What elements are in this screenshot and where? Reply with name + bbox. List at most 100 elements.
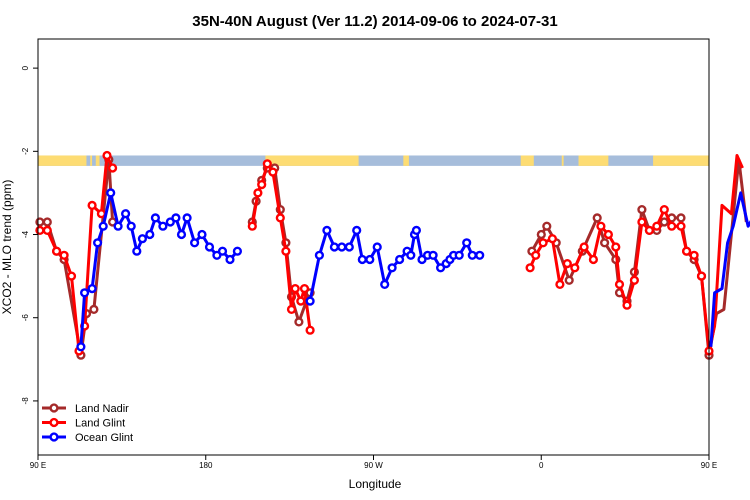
data-point: [296, 296, 306, 306]
data-point: [365, 254, 375, 265]
data-point: [579, 242, 589, 252]
x-tick-label: 90 E: [701, 461, 717, 470]
series-line: [39, 154, 114, 353]
data-point: [428, 250, 438, 260]
x-tick-label: 0: [539, 461, 544, 470]
data-point: [387, 263, 397, 273]
data-point: [294, 317, 304, 327]
data-point: [652, 221, 662, 231]
data-point: [126, 221, 136, 231]
x-tick-label: 180: [199, 461, 213, 470]
data-point: [76, 342, 86, 352]
data-point: [329, 242, 340, 252]
data-point: [253, 188, 263, 198]
data-point: [531, 250, 541, 260]
land-band-segment: [38, 155, 87, 166]
legend-item: Land Glint: [42, 418, 125, 430]
legend: Land Nadir Land Glint Ocean Glint: [42, 403, 133, 444]
data-point: [696, 271, 707, 281]
data-point: [42, 217, 52, 227]
data-point: [562, 259, 572, 269]
land-band-segment: [653, 155, 709, 166]
data-point: [659, 217, 669, 227]
ocean-band: [38, 155, 709, 166]
data-point: [290, 284, 300, 294]
data-point: [542, 221, 552, 231]
x-tick-label: 90 W: [364, 461, 383, 470]
data-point: [681, 246, 692, 256]
series-land-glint: [35, 150, 744, 356]
y-tick-label: 0: [21, 65, 30, 70]
data-point: [281, 246, 291, 256]
data-point: [79, 288, 90, 298]
y-tick-label: -2: [21, 147, 30, 155]
y-tick-label: -6: [21, 314, 30, 322]
data-point: [197, 229, 207, 240]
land-band-segment: [265, 155, 359, 166]
data-point: [268, 167, 278, 177]
land-band-segment: [95, 155, 100, 166]
data-point: [454, 250, 464, 260]
y-axis-label: XCO2 - MLO trend (ppm): [0, 180, 14, 315]
land-band-segment: [90, 155, 93, 166]
data-point: [232, 246, 243, 256]
data-point: [599, 238, 610, 248]
data-point: [225, 254, 235, 265]
land-band-segment: [561, 155, 564, 166]
land-band-segment: [520, 155, 534, 166]
legend-label: Ocean Glint: [75, 432, 133, 444]
data-point: [262, 159, 272, 169]
data-point: [380, 279, 390, 290]
data-point: [171, 213, 181, 223]
data-point: [406, 250, 416, 260]
data-point: [395, 254, 405, 265]
data-point: [286, 304, 297, 315]
data-point: [275, 213, 285, 223]
y-axis: 0 -2 -4 -6 -8: [21, 65, 38, 404]
data-point: [637, 205, 647, 215]
data-point: [592, 213, 602, 223]
legend-marker: [49, 403, 59, 413]
data-point: [322, 225, 332, 236]
data-point: [59, 250, 69, 260]
data-point: [536, 229, 546, 240]
data-point: [190, 238, 200, 248]
series-land-nadir: [35, 155, 748, 360]
data-point: [564, 275, 574, 285]
data-point: [137, 234, 148, 244]
land-ocean-band: [38, 155, 709, 166]
data-point: [547, 234, 558, 244]
x-tick-label: 90 E: [30, 461, 46, 470]
data-point: [299, 284, 310, 294]
data-point: [614, 279, 625, 290]
land-band-segment: [578, 155, 609, 166]
data-point: [98, 221, 108, 231]
legend-label: Land Nadir: [75, 403, 129, 415]
data-point: [352, 225, 362, 236]
x-axis: 90 E 180 90 W 0 90 E: [30, 455, 717, 470]
data-point: [120, 209, 131, 219]
data-point: [344, 242, 354, 252]
legend-item: Ocean Glint: [42, 432, 133, 444]
data-point: [676, 221, 686, 231]
data-point: [337, 242, 347, 252]
data-point: [87, 284, 97, 294]
series-line: [709, 191, 750, 347]
data-point: [596, 221, 606, 231]
chart-title: 35N-40N August (Ver 11.2) 2014-09-06 to …: [192, 13, 557, 30]
data-point: [629, 275, 640, 285]
data-point: [622, 300, 632, 310]
data-point: [538, 238, 548, 248]
data-point: [102, 150, 112, 161]
data-point: [204, 242, 215, 252]
y-tick-label: -8: [21, 397, 30, 405]
legend-marker: [49, 417, 59, 428]
data-point: [145, 229, 155, 240]
data-point: [158, 221, 168, 231]
data-point: [66, 271, 77, 281]
series-ocean-glint: [76, 188, 750, 352]
data-point: [644, 225, 655, 236]
data-point: [96, 209, 107, 219]
series-layer: [35, 150, 750, 360]
